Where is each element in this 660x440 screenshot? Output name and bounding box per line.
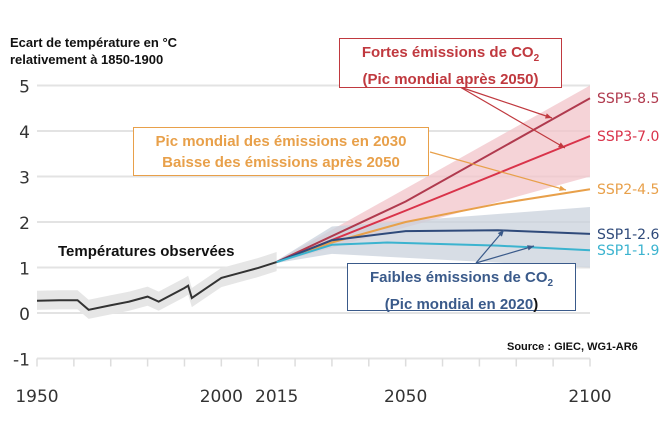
x-tick-label: 2050 (384, 387, 427, 407)
annotation-low-line1: Faibles émissions de CO (369, 269, 548, 286)
series-label: SSP5-8.5 (597, 91, 659, 107)
arrow-line (429, 151, 567, 191)
y-axis-label: Ecart de température en °C relativement … (10, 35, 178, 67)
x-tick-label: 1950 (15, 387, 58, 407)
observed-label: Températures observées (58, 243, 234, 260)
annotation-low-line2: (Pic mondial en 2020 (384, 296, 534, 313)
annotation-low-close: ) (533, 296, 539, 313)
arrow-head-icon (558, 142, 565, 148)
arrow-head-icon (527, 245, 534, 251)
y-tick-label: -1 (13, 351, 30, 371)
annotation-high-line2: (Pic mondial après 2050) (362, 71, 539, 88)
y-tick-label: 0 (19, 305, 30, 325)
series-label: SSP1-2.6 (597, 227, 660, 243)
observed-band (37, 252, 277, 319)
y-tick-label: 4 (19, 123, 30, 143)
y-tick-label: 3 (19, 169, 30, 189)
x-tick-label: 2000 (200, 387, 243, 407)
annotation-mid-emissions: Pic mondial des émissions en 2030 Baisse… (133, 127, 429, 176)
series-label: SSP1-1.9 (597, 243, 659, 259)
annotation-high-sub: 2 (533, 53, 540, 64)
arrow-line (475, 245, 535, 264)
annotation-high-line1: Fortes émissions de CO (361, 44, 534, 61)
series-label: SSP3-7.0 (597, 129, 659, 145)
annotation-mid-line2: Baisse des émissions après 2050 (162, 154, 400, 171)
y-tick-label: 1 (19, 260, 30, 280)
y-tick-label: 2 (19, 214, 30, 234)
source-label: Source : GIEC, WG1-AR6 (507, 341, 638, 353)
arrow-head-icon (497, 230, 504, 237)
annotation-low-emissions: Faibles émissions de CO2 (Pic mondial en… (347, 263, 576, 313)
series-SSP5-8.5 (276, 97, 591, 263)
observed-line (36, 261, 277, 311)
arrow-head-icon (559, 185, 566, 191)
x-tick-label: 2015 (255, 387, 298, 407)
series-label: SSP2-4.5 (597, 182, 659, 198)
series-SSP2-4.5 (276, 188, 591, 263)
band-high (276, 85, 590, 263)
y-tick-label: 5 (19, 78, 30, 98)
annotation-high-emissions: Fortes émissions de CO2 (Pic mondial apr… (339, 38, 562, 88)
x-tick-label: 2100 (568, 387, 611, 407)
series-SSP1-2.6 (276, 229, 591, 263)
annotation-low-sub: 2 (547, 278, 554, 289)
arrow-line (459, 86, 566, 149)
arrow-line (475, 229, 505, 264)
arrow-line (459, 86, 553, 119)
arrow-head-icon (545, 113, 552, 119)
annotation-mid-line1: Pic mondial des émissions en 2030 (155, 133, 407, 150)
